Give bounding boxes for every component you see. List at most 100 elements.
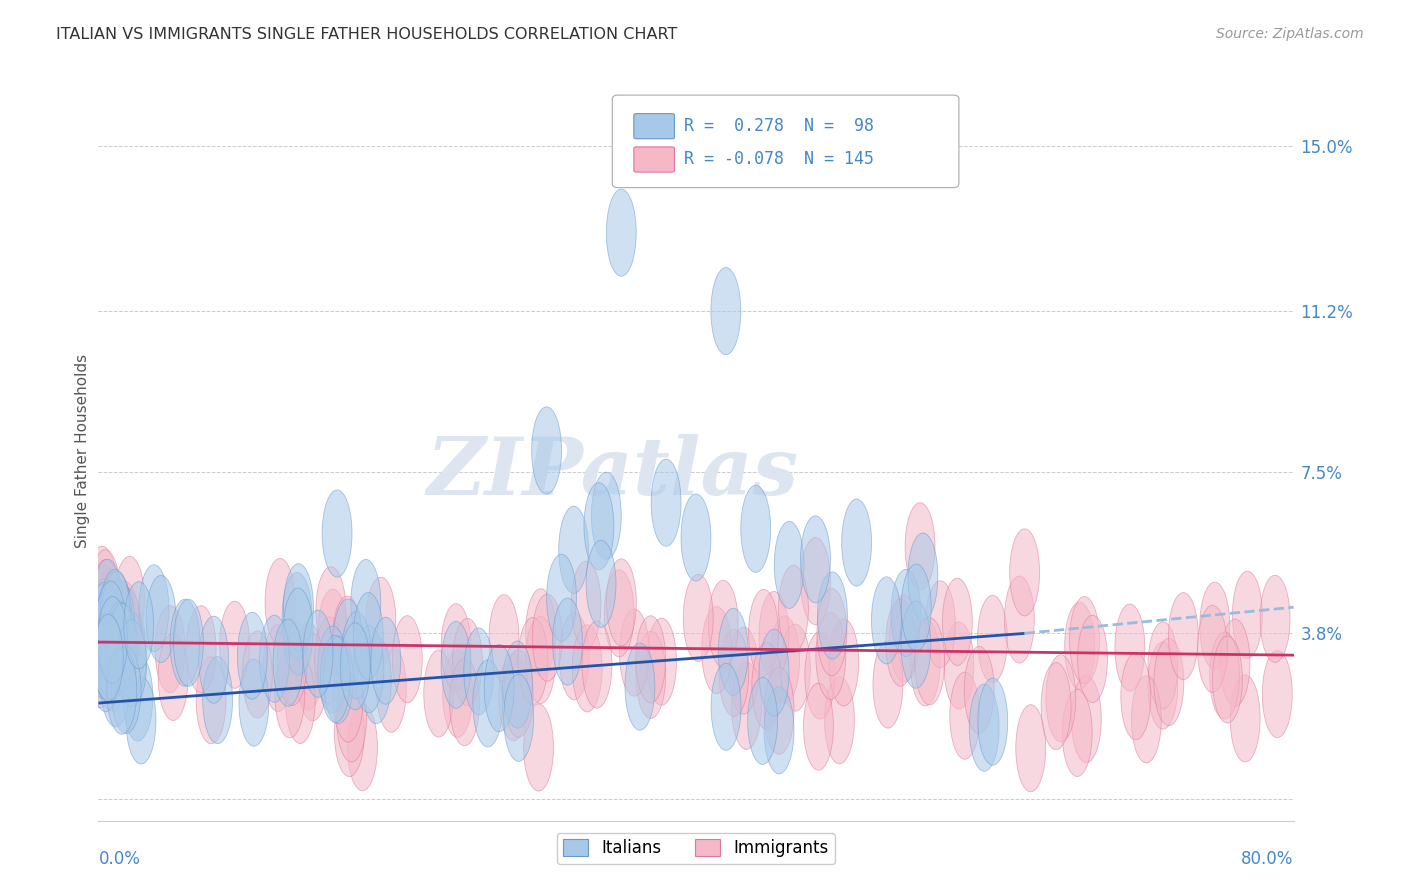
Circle shape <box>950 673 980 759</box>
Circle shape <box>89 566 120 652</box>
Circle shape <box>316 566 346 654</box>
Circle shape <box>100 600 129 687</box>
Circle shape <box>97 613 127 699</box>
Circle shape <box>336 675 367 762</box>
Circle shape <box>423 650 454 737</box>
Circle shape <box>366 577 395 665</box>
Circle shape <box>872 577 901 664</box>
Circle shape <box>198 616 229 703</box>
Circle shape <box>321 635 350 723</box>
Circle shape <box>441 622 471 708</box>
Circle shape <box>464 628 494 715</box>
Circle shape <box>582 621 612 708</box>
Circle shape <box>260 615 290 702</box>
Circle shape <box>96 604 125 691</box>
Circle shape <box>97 600 127 688</box>
Circle shape <box>763 687 794 774</box>
Circle shape <box>94 608 124 696</box>
Circle shape <box>718 629 749 716</box>
Circle shape <box>572 624 602 712</box>
Circle shape <box>159 633 188 721</box>
Circle shape <box>170 599 200 686</box>
Circle shape <box>96 589 125 676</box>
Circle shape <box>775 521 804 608</box>
Circle shape <box>1154 639 1184 725</box>
Circle shape <box>340 623 370 710</box>
Circle shape <box>89 611 118 698</box>
Circle shape <box>526 616 555 704</box>
Circle shape <box>89 591 120 678</box>
Circle shape <box>731 662 762 749</box>
Circle shape <box>472 660 503 747</box>
Circle shape <box>842 499 872 586</box>
Circle shape <box>620 609 650 696</box>
Circle shape <box>322 490 352 577</box>
Circle shape <box>274 651 305 738</box>
Circle shape <box>186 606 217 693</box>
Circle shape <box>711 664 741 750</box>
Circle shape <box>763 667 794 755</box>
Circle shape <box>547 554 576 641</box>
Circle shape <box>453 618 482 706</box>
Circle shape <box>1230 675 1260 762</box>
Circle shape <box>90 624 121 712</box>
Circle shape <box>503 650 533 738</box>
Circle shape <box>122 654 153 741</box>
Text: R =  0.278  N =  98: R = 0.278 N = 98 <box>685 117 875 136</box>
Circle shape <box>977 678 1008 765</box>
Circle shape <box>824 677 855 764</box>
Circle shape <box>499 654 529 740</box>
Text: Source: ZipAtlas.com: Source: ZipAtlas.com <box>1216 27 1364 41</box>
Circle shape <box>333 655 363 742</box>
Circle shape <box>89 603 118 690</box>
Circle shape <box>89 573 118 660</box>
Circle shape <box>93 615 124 702</box>
Circle shape <box>1212 636 1243 723</box>
Circle shape <box>87 611 118 698</box>
Circle shape <box>202 657 232 744</box>
Circle shape <box>583 483 614 570</box>
Circle shape <box>523 704 554 791</box>
Circle shape <box>90 582 120 669</box>
Circle shape <box>817 572 848 659</box>
FancyBboxPatch shape <box>613 95 959 187</box>
Circle shape <box>86 607 115 693</box>
Circle shape <box>89 599 118 686</box>
Circle shape <box>283 573 312 660</box>
Circle shape <box>1070 597 1099 683</box>
Circle shape <box>107 647 136 734</box>
Circle shape <box>86 584 115 672</box>
Circle shape <box>965 647 994 733</box>
Circle shape <box>97 597 127 684</box>
FancyBboxPatch shape <box>634 113 675 139</box>
Circle shape <box>828 619 859 706</box>
Circle shape <box>304 610 333 698</box>
Circle shape <box>1115 604 1144 691</box>
Circle shape <box>1010 529 1039 616</box>
Circle shape <box>86 603 115 690</box>
Circle shape <box>86 595 115 682</box>
Circle shape <box>1147 622 1178 709</box>
Circle shape <box>1132 676 1161 763</box>
Circle shape <box>146 575 176 663</box>
Circle shape <box>84 598 115 685</box>
Circle shape <box>127 677 156 764</box>
Circle shape <box>110 581 139 668</box>
Circle shape <box>1233 571 1263 658</box>
Text: 0.0%: 0.0% <box>98 850 141 868</box>
Circle shape <box>817 589 846 676</box>
Circle shape <box>332 596 363 683</box>
Circle shape <box>925 581 955 668</box>
Circle shape <box>124 582 153 669</box>
Text: ZIPatlas: ZIPatlas <box>426 434 799 511</box>
Circle shape <box>361 637 391 723</box>
Circle shape <box>1199 582 1230 669</box>
Circle shape <box>139 565 169 652</box>
Circle shape <box>815 613 846 699</box>
Circle shape <box>90 579 120 665</box>
Circle shape <box>87 607 117 695</box>
Circle shape <box>89 594 120 681</box>
Circle shape <box>1121 653 1150 739</box>
Circle shape <box>347 704 377 790</box>
Circle shape <box>977 595 1008 682</box>
